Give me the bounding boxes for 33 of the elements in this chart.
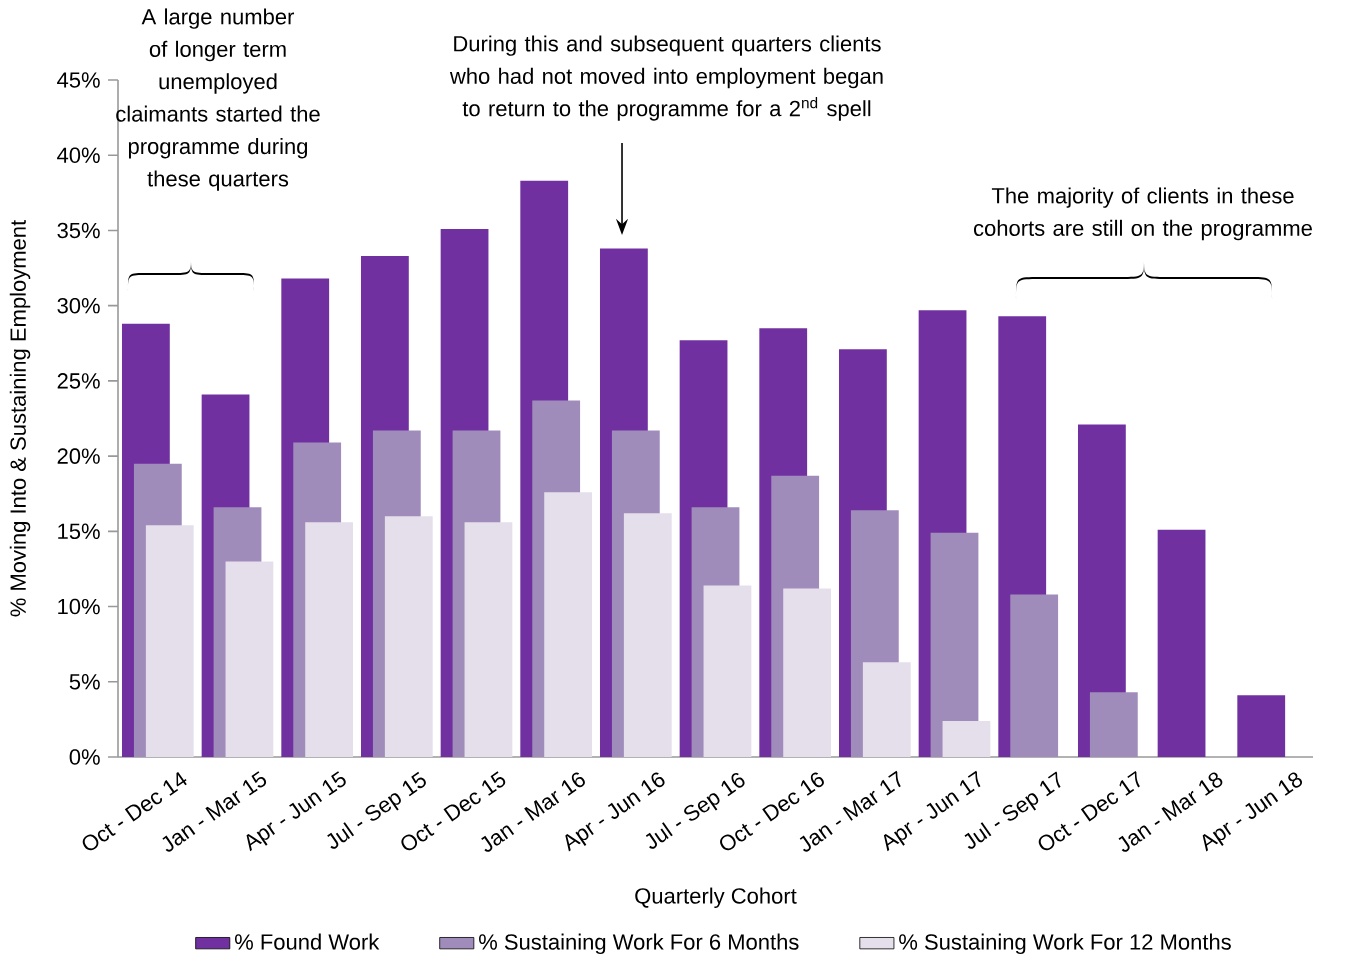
- bar: [384, 516, 433, 758]
- bar: [623, 513, 672, 758]
- bar: [1010, 594, 1059, 758]
- y-tick-label: 20%: [57, 448, 100, 465]
- y-tick-label: 10%: [58, 598, 100, 615]
- annotation: The majority of clients in these cohorts are still on the programme: [974, 187, 1312, 241]
- y-tick-label: 25%: [57, 373, 100, 389]
- legend-label: % Sustaining Work For 6 Months: [479, 933, 799, 955]
- y-tick-label: 40%: [57, 147, 100, 164]
- bar: [1237, 695, 1286, 758]
- bar: [305, 522, 354, 758]
- bar: [703, 585, 752, 758]
- annotation: A large number of longer term unemployed claimants started the programme during these quarters: [116, 8, 320, 192]
- bar: [783, 588, 832, 758]
- bar: [942, 721, 991, 758]
- bar: [464, 522, 513, 758]
- legend-label: % Sustaining Work For 12 Months: [899, 933, 1231, 955]
- y-axis-title: % Moving Into & Sustaining Employment: [9, 220, 31, 617]
- y-tick-label: 35%: [57, 222, 100, 239]
- bar: [1157, 529, 1206, 758]
- bar: [145, 525, 194, 758]
- y-tick-label: 5%: [69, 674, 100, 690]
- y-tick-label: 30%: [57, 298, 100, 314]
- bar: [1089, 692, 1138, 758]
- y-tick-label: 15%: [58, 523, 100, 540]
- annotation: During this and subsequent quarters clients who had not moved into employment began to return to the programme for a 2$^{nd}$ spell: [449, 35, 883, 121]
- legend-label: % Found Work: [234, 933, 380, 950]
- bar: [225, 561, 274, 758]
- y-tick-label: 45%: [57, 72, 100, 88]
- bar: [544, 492, 593, 758]
- bar: [862, 662, 911, 758]
- x-axis-title: Quarterly Cohort: [635, 887, 797, 909]
- y-tick-label: 0%: [69, 749, 100, 765]
